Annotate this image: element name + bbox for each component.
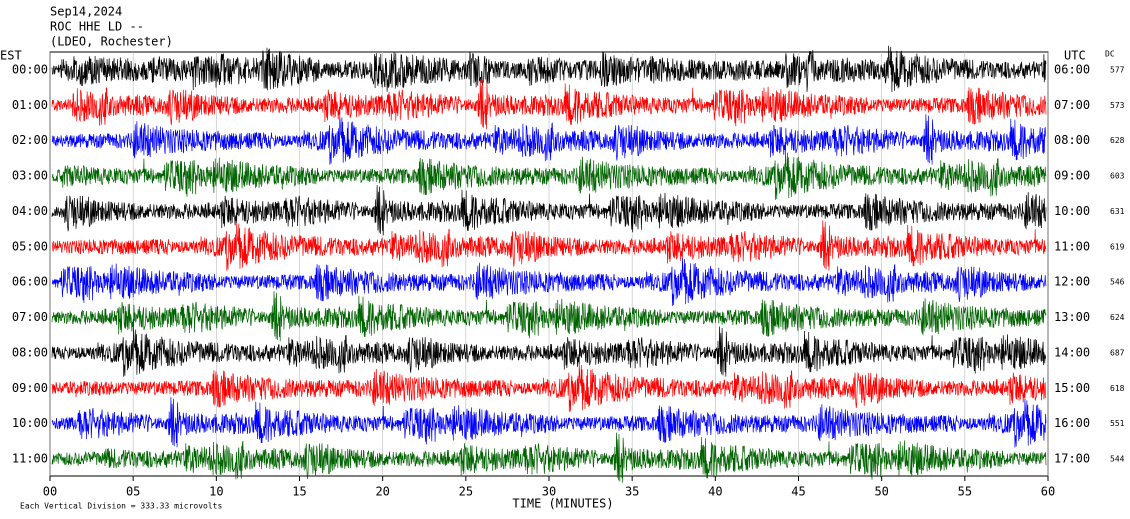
utc-label: 11:00 xyxy=(1054,239,1090,253)
seismic-trace xyxy=(51,364,1047,413)
dc-value: 618 xyxy=(1110,384,1125,393)
dc-value: 631 xyxy=(1110,207,1125,216)
est-label: 10:00 xyxy=(12,416,48,430)
seismic-trace xyxy=(51,220,1047,271)
est-label: 01:00 xyxy=(12,98,48,112)
seismic-trace xyxy=(51,114,1047,165)
utc-label: 09:00 xyxy=(1054,169,1090,183)
dc-value: 628 xyxy=(1110,136,1125,145)
seismic-trace xyxy=(51,78,1047,130)
est-label: 11:00 xyxy=(12,452,48,466)
utc-label: 10:00 xyxy=(1054,204,1090,218)
seismic-trace xyxy=(51,151,1047,200)
x-tick-label: 40 xyxy=(708,485,722,499)
utc-label: 07:00 xyxy=(1054,98,1090,112)
seismic-trace xyxy=(51,45,1047,92)
est-label: 05:00 xyxy=(12,239,48,253)
est-label: 00:00 xyxy=(12,63,48,77)
est-label: 02:00 xyxy=(12,133,48,147)
title-line: ROC HHE LD -- xyxy=(50,20,144,34)
dc-label: DC xyxy=(1105,50,1115,59)
seismic-trace xyxy=(51,432,1047,483)
dc-value: 573 xyxy=(1110,101,1125,110)
utc-label: 13:00 xyxy=(1054,310,1090,324)
dc-value: 624 xyxy=(1110,313,1125,322)
utc-label: 08:00 xyxy=(1054,133,1090,147)
dc-value: 687 xyxy=(1110,348,1125,357)
dc-value: 546 xyxy=(1110,278,1125,287)
footer: Each Vertical Division = 333.33 microvol… xyxy=(20,502,222,511)
dc-value: 551 xyxy=(1110,419,1125,428)
right-axis-label: UTC xyxy=(1064,49,1086,63)
x-tick-label: 30 xyxy=(542,485,556,499)
utc-label: 14:00 xyxy=(1054,345,1090,359)
est-label: 04:00 xyxy=(12,204,48,218)
utc-label: 17:00 xyxy=(1054,452,1090,466)
x-tick-label: 25 xyxy=(459,485,473,499)
est-label: 08:00 xyxy=(12,345,48,359)
dc-value: 619 xyxy=(1110,242,1125,251)
utc-label: 06:00 xyxy=(1054,63,1090,77)
x-tick-label: 60 xyxy=(1041,485,1055,499)
est-label: 06:00 xyxy=(12,275,48,289)
left-axis-label: EST xyxy=(0,49,22,63)
utc-label: 12:00 xyxy=(1054,275,1090,289)
x-tick-label: 20 xyxy=(375,485,389,499)
title-line: (LDEO, Rochester) xyxy=(50,35,173,49)
dc-value: 577 xyxy=(1110,66,1125,75)
dc-value: 544 xyxy=(1110,455,1125,464)
seismic-trace xyxy=(51,257,1047,307)
x-tick-label: 10 xyxy=(209,485,223,499)
x-tick-label: 35 xyxy=(625,485,639,499)
x-tick-label: 15 xyxy=(292,485,306,499)
x-tick-label: 50 xyxy=(874,485,888,499)
x-axis-label: TIME (MINUTES) xyxy=(512,497,613,511)
x-tick-label: 00 xyxy=(43,485,57,499)
seismic-trace xyxy=(51,326,1047,377)
seismic-trace xyxy=(51,185,1047,236)
est-label: 03:00 xyxy=(12,169,48,183)
seismic-trace xyxy=(51,397,1047,448)
x-tick-label: 55 xyxy=(958,485,972,499)
title-line: Sep14,2024 xyxy=(50,5,122,19)
utc-label: 16:00 xyxy=(1054,416,1090,430)
dc-value: 603 xyxy=(1110,172,1125,181)
utc-label: 15:00 xyxy=(1054,381,1090,395)
seismic-trace xyxy=(51,291,1047,342)
x-tick-label: 45 xyxy=(791,485,805,499)
est-label: 09:00 xyxy=(12,381,48,395)
x-tick-label: 05 xyxy=(126,485,140,499)
est-label: 07:00 xyxy=(12,310,48,324)
